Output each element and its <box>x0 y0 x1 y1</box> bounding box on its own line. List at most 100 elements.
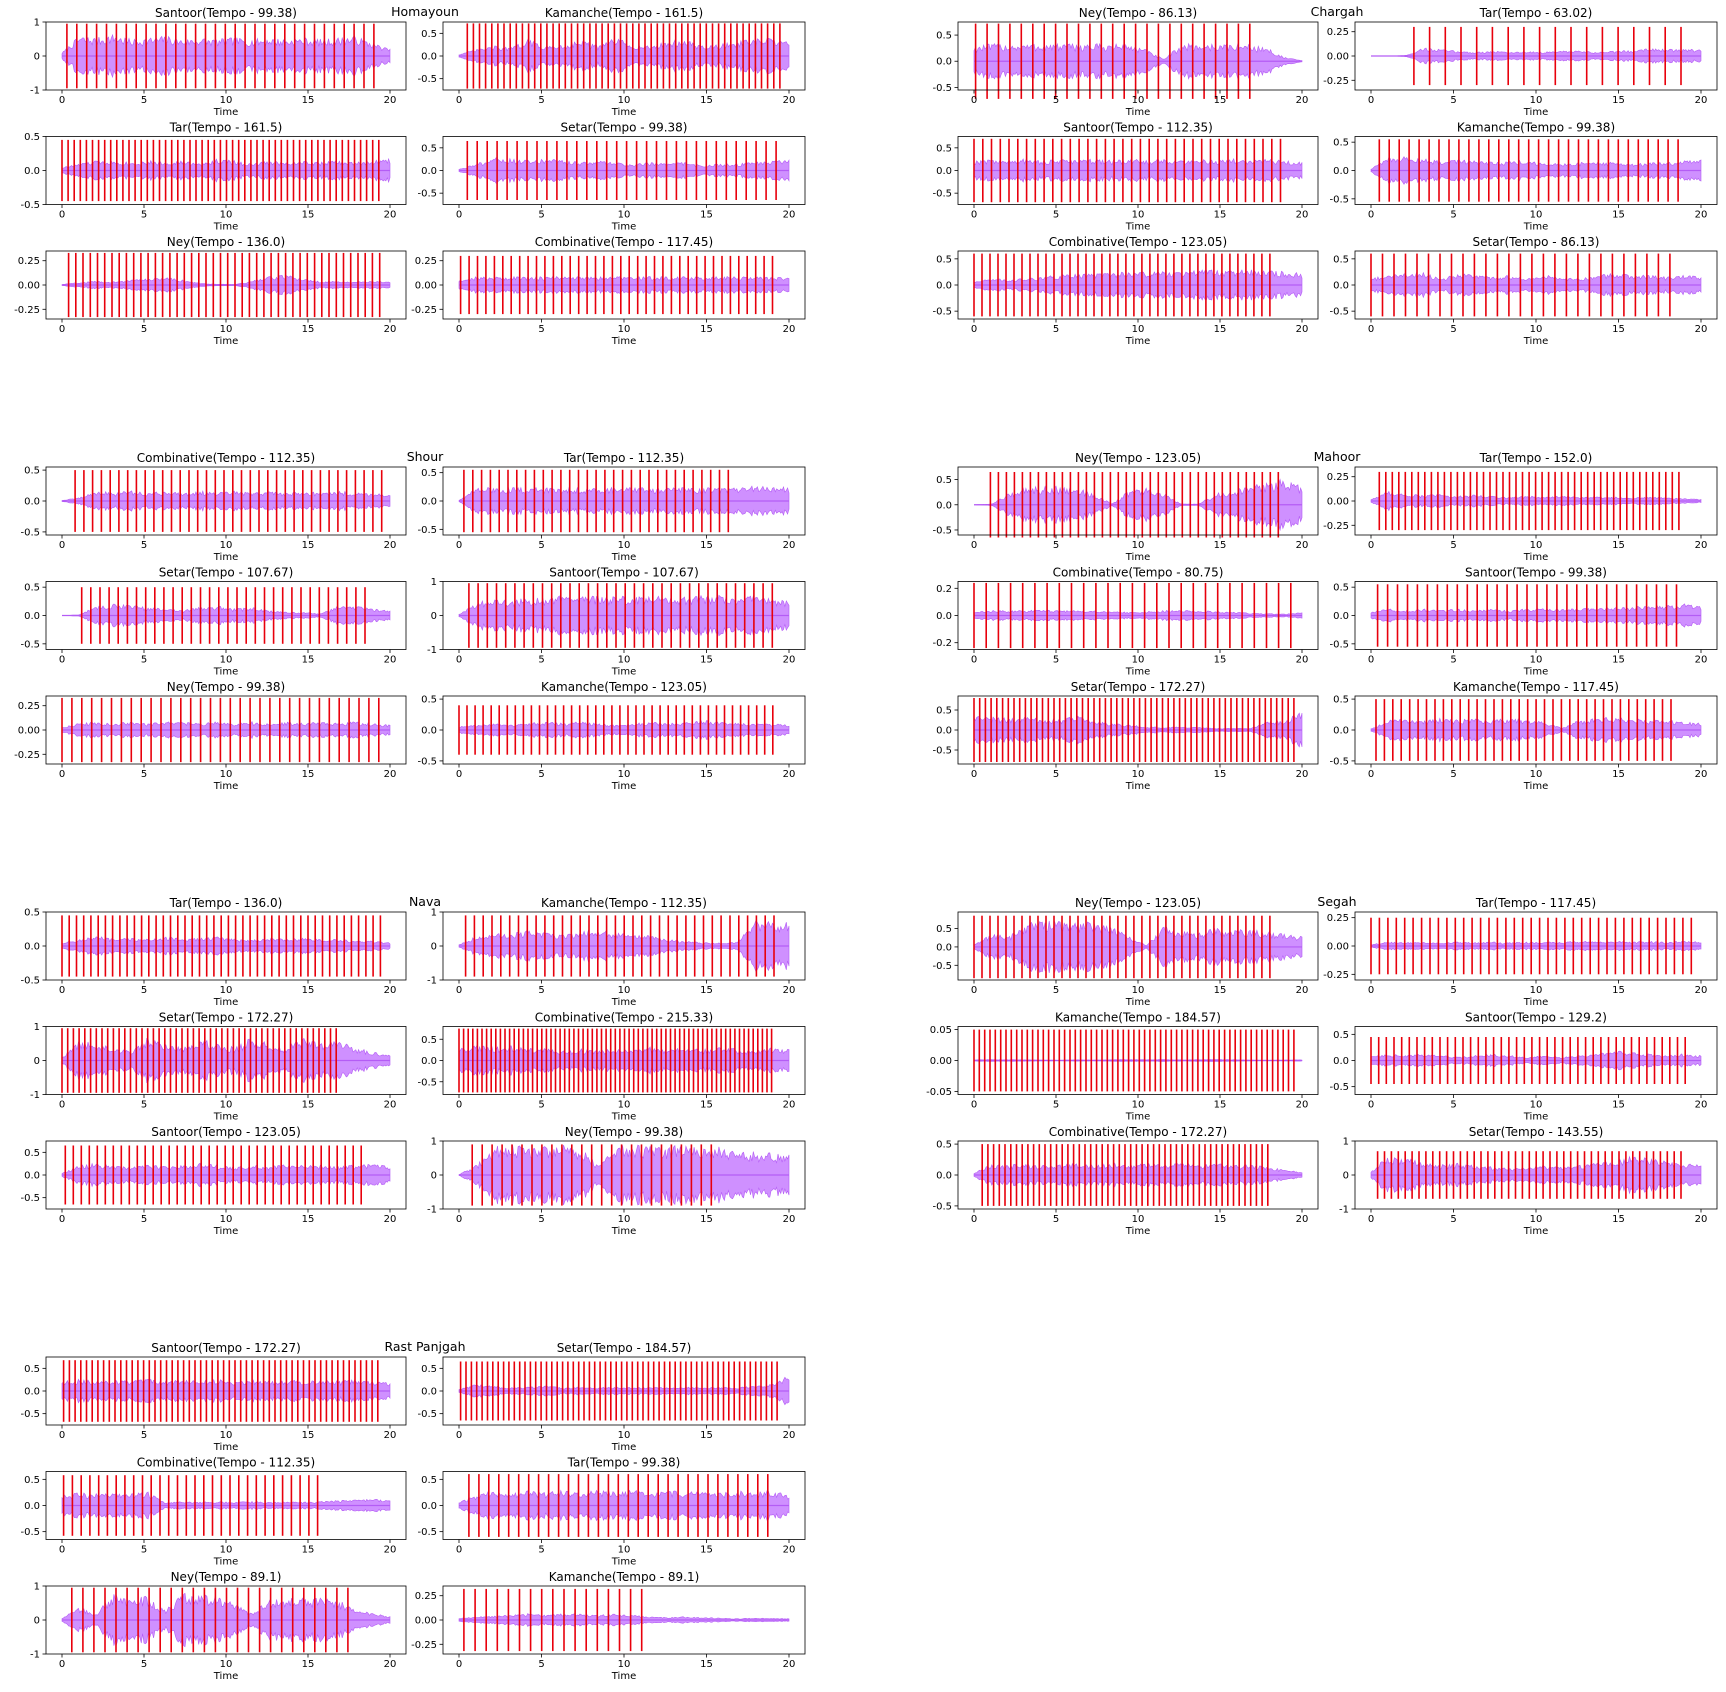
x-tick-label: 5 <box>141 985 147 996</box>
x-tick-label: 10 <box>220 540 233 551</box>
y-tick-label: 1 <box>34 1022 40 1033</box>
x-tick-label: 15 <box>700 985 713 996</box>
y-tick-label: 0.0 <box>1333 1056 1349 1067</box>
x-tick-label: 5 <box>1450 655 1456 666</box>
x-tick-label: 10 <box>220 1430 233 1441</box>
x-axis-label: Time <box>1125 336 1150 347</box>
x-tick-label: 10 <box>1132 210 1145 221</box>
x-tick-label: 5 <box>1053 540 1059 551</box>
x-tick-label: 5 <box>141 769 147 780</box>
subplot-kamanche-tempo-99-38: Kamanche(Tempo - 99.38) 0 5 10 15 20 Time 0.5 0.… <box>1329 121 1718 233</box>
x-tick-label: 0 <box>59 95 65 106</box>
y-tick-label: -0.5 <box>417 525 437 536</box>
x-axis-label: Time <box>611 336 636 347</box>
x-axis-label: Time <box>1125 1226 1150 1237</box>
y-tick-label: 1 <box>431 908 437 919</box>
x-tick-label: 15 <box>302 324 315 335</box>
subplot-title: Santoor(Tempo - 99.38) <box>155 6 297 20</box>
y-tick-label: 0 <box>34 1616 40 1627</box>
x-tick-label: 10 <box>220 1214 233 1225</box>
subplot-title: Ney(Tempo - 136.0) <box>167 235 285 249</box>
y-tick-label: 0.0 <box>24 1171 40 1182</box>
y-tick-label: -0.5 <box>1329 639 1349 650</box>
subplot-title: Combinative(Tempo - 172.27) <box>1049 1125 1227 1139</box>
subplot-title: Kamanche(Tempo - 99.38) <box>1457 121 1615 135</box>
y-tick-label: -0.5 <box>20 1193 40 1204</box>
x-tick-label: 0 <box>59 1659 65 1670</box>
x-tick-label: 5 <box>141 324 147 335</box>
group-mahoor: Mahoor Ney(Tempo - 123.05) 0 5 10 15 20 Time 0.5… <box>932 449 1718 792</box>
subplot-title: Combinative(Tempo - 123.05) <box>1049 235 1227 249</box>
subplot-combinative-tempo-112-35: Combinative(Tempo - 112.35) 0 5 10 15 20 Time 0… <box>20 1456 407 1568</box>
x-tick-label: 20 <box>783 1214 796 1225</box>
x-axis-label: Time <box>1125 222 1150 233</box>
y-tick-label: 0.5 <box>421 468 437 479</box>
x-axis-label: Time <box>213 1112 238 1123</box>
x-tick-label: 15 <box>1214 540 1227 551</box>
y-tick-label: 0.25 <box>415 256 437 267</box>
x-tick-label: 5 <box>141 210 147 221</box>
subplot-title: Combinative(Tempo - 112.35) <box>137 1456 315 1470</box>
x-tick-label: 10 <box>1132 324 1145 335</box>
x-tick-label: 0 <box>1368 1100 1374 1111</box>
x-axis-label: Time <box>1523 222 1548 233</box>
y-tick-label: 0.5 <box>936 254 952 265</box>
x-tick-label: 20 <box>384 1659 397 1670</box>
subplot-title: Santoor(Tempo - 99.38) <box>1465 566 1607 580</box>
x-tick-label: 5 <box>1450 210 1456 221</box>
x-tick-label: 5 <box>1053 985 1059 996</box>
subplot-kamanche-tempo-123-05: Kamanche(Tempo - 123.05) 0 5 10 15 20 Time 0.5 0… <box>417 680 806 792</box>
x-tick-label: 20 <box>384 324 397 335</box>
x-axis-label: Time <box>611 781 636 792</box>
subplot-title: Ney(Tempo - 99.38) <box>167 680 285 694</box>
x-tick-label: 15 <box>302 985 315 996</box>
x-tick-label: 20 <box>1296 985 1309 996</box>
x-tick-label: 15 <box>1612 324 1625 335</box>
subplot-title: Tar(Tempo - 136.0) <box>169 896 283 910</box>
x-tick-label: 20 <box>1296 769 1309 780</box>
x-tick-label: 20 <box>1695 1100 1708 1111</box>
y-tick-label: 0.0 <box>936 57 952 68</box>
x-tick-label: 10 <box>1530 1100 1543 1111</box>
x-tick-label: 15 <box>1214 985 1227 996</box>
y-tick-label: -0.5 <box>932 189 952 200</box>
y-tick-label: 0.0 <box>936 942 952 953</box>
x-axis-label: Time <box>213 107 238 118</box>
x-tick-label: 15 <box>1214 655 1227 666</box>
x-tick-label: 15 <box>302 1100 315 1111</box>
x-tick-label: 5 <box>538 1214 544 1225</box>
y-tick-label: 0.2 <box>936 584 952 595</box>
y-tick-label: 0.5 <box>24 1475 40 1486</box>
x-axis-label: Time <box>1523 1226 1548 1237</box>
y-tick-label: 0.00 <box>415 1616 437 1627</box>
x-tick-label: 10 <box>220 1545 233 1556</box>
y-tick-label: 1 <box>34 18 40 29</box>
x-tick-label: 10 <box>1530 985 1543 996</box>
subplot-title: Santoor(Tempo - 129.2) <box>1465 1011 1607 1025</box>
x-tick-label: 10 <box>220 324 233 335</box>
x-tick-label: 20 <box>384 769 397 780</box>
y-tick-label: 0.25 <box>18 256 40 267</box>
subplot-title: Ney(Tempo - 99.38) <box>565 1125 683 1139</box>
subplot-ney-tempo-123-05: Ney(Tempo - 123.05) 0 5 10 15 20 Time 0.5 0.0 -0.… <box>932 896 1319 1008</box>
group-title: Nava <box>409 894 441 909</box>
y-tick-label: 0 <box>34 52 40 63</box>
subplot-combinative-tempo-215-33: Combinative(Tempo - 215.33) 0 5 10 15 20 Time 0… <box>417 1011 806 1123</box>
x-tick-label: 0 <box>1368 1214 1374 1225</box>
x-tick-label: 20 <box>783 1430 796 1441</box>
x-axis-label: Time <box>611 1671 636 1682</box>
x-tick-label: 15 <box>1612 655 1625 666</box>
y-tick-label: -0.5 <box>417 756 437 767</box>
x-tick-label: 10 <box>618 1214 631 1225</box>
x-tick-label: 10 <box>220 655 233 666</box>
x-tick-label: 5 <box>1450 769 1456 780</box>
y-tick-label: 1 <box>1343 1137 1349 1148</box>
x-tick-label: 10 <box>618 95 631 106</box>
x-tick-label: 0 <box>456 1659 462 1670</box>
subplot-title: Tar(Tempo - 112.35) <box>563 451 684 465</box>
y-tick-label: 0.5 <box>421 695 437 706</box>
y-tick-label: -0.5 <box>932 746 952 757</box>
x-tick-label: 15 <box>1214 210 1227 221</box>
y-tick-label: 0.5 <box>24 132 40 143</box>
subplot-title: Setar(Tempo - 172.27) <box>1071 680 1206 694</box>
